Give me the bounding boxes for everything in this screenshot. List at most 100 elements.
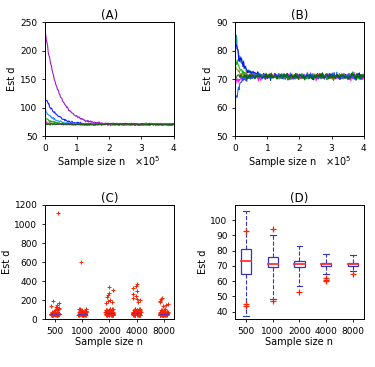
Point xyxy=(162,312,168,317)
Point xyxy=(158,312,164,317)
Point xyxy=(52,312,58,317)
Point xyxy=(78,308,84,314)
Point xyxy=(103,300,109,306)
Point xyxy=(76,308,82,313)
Point xyxy=(82,312,88,317)
Point xyxy=(135,310,141,316)
Point xyxy=(164,309,170,315)
Point xyxy=(55,310,61,316)
Point xyxy=(130,286,136,291)
Point xyxy=(131,308,137,313)
Point xyxy=(130,295,136,301)
Point xyxy=(106,312,112,318)
Point xyxy=(160,310,166,316)
X-axis label: Sample size n: Sample size n xyxy=(75,337,143,347)
Point xyxy=(106,306,112,312)
Bar xyxy=(294,261,304,268)
Point xyxy=(134,307,140,313)
Point xyxy=(137,307,143,313)
Point xyxy=(48,303,54,309)
Point xyxy=(49,312,55,318)
Point xyxy=(165,309,171,315)
Point xyxy=(50,311,55,317)
Point xyxy=(165,310,171,316)
Point xyxy=(136,306,142,312)
Point xyxy=(76,311,82,317)
Point xyxy=(160,311,166,317)
Y-axis label: Est d: Est d xyxy=(2,250,12,274)
Point xyxy=(134,310,140,316)
Point xyxy=(108,306,114,312)
Point xyxy=(105,312,111,317)
Point xyxy=(110,311,116,317)
Point xyxy=(110,311,116,317)
Point xyxy=(83,306,89,312)
Point xyxy=(136,298,142,304)
Point xyxy=(76,309,82,315)
Point xyxy=(82,310,88,316)
Point xyxy=(109,311,115,317)
Point xyxy=(138,309,144,315)
Point xyxy=(133,309,139,315)
Point xyxy=(323,277,329,283)
Point xyxy=(136,310,142,316)
Point xyxy=(134,307,140,313)
Point xyxy=(134,312,140,317)
Point xyxy=(130,309,136,315)
Point xyxy=(135,299,141,305)
Point xyxy=(105,310,111,316)
Point xyxy=(83,309,89,315)
Point xyxy=(163,302,169,308)
Point xyxy=(243,301,249,307)
Point xyxy=(134,306,140,312)
Point xyxy=(105,311,111,317)
Point xyxy=(109,312,115,318)
Point xyxy=(54,312,60,318)
Point xyxy=(134,288,140,294)
Point xyxy=(109,312,115,318)
Point xyxy=(158,312,164,318)
Point xyxy=(135,312,141,317)
Point xyxy=(48,312,54,317)
Point xyxy=(56,311,62,317)
Point xyxy=(110,310,116,316)
Point xyxy=(162,310,168,316)
Point xyxy=(164,310,170,316)
Point xyxy=(80,312,86,318)
Point xyxy=(80,310,86,316)
Point xyxy=(78,312,84,317)
Point xyxy=(82,311,88,317)
Point xyxy=(129,309,135,315)
Point xyxy=(79,311,85,317)
Point xyxy=(243,303,249,309)
Point xyxy=(52,310,58,316)
Point xyxy=(54,311,60,317)
Bar xyxy=(133,310,140,314)
Point xyxy=(76,306,82,312)
Point xyxy=(164,312,170,317)
Point xyxy=(104,310,110,316)
Point xyxy=(78,306,84,312)
Point xyxy=(80,310,86,316)
Point xyxy=(160,311,166,317)
Point xyxy=(80,311,86,317)
Point xyxy=(49,309,55,315)
Point xyxy=(132,310,138,316)
Point xyxy=(75,312,81,317)
Bar xyxy=(268,257,278,268)
Point xyxy=(55,311,61,317)
Point xyxy=(54,304,60,310)
Point xyxy=(103,307,109,313)
Point xyxy=(52,309,58,315)
Point xyxy=(158,297,164,302)
Point xyxy=(134,310,140,316)
Point xyxy=(77,311,83,317)
Point xyxy=(130,291,136,297)
Point xyxy=(80,312,86,317)
Point xyxy=(132,311,138,317)
Title: (A): (A) xyxy=(100,9,118,22)
Y-axis label: Est d: Est d xyxy=(203,67,213,91)
Point xyxy=(158,311,164,317)
Point xyxy=(80,312,86,318)
Point xyxy=(104,312,110,317)
